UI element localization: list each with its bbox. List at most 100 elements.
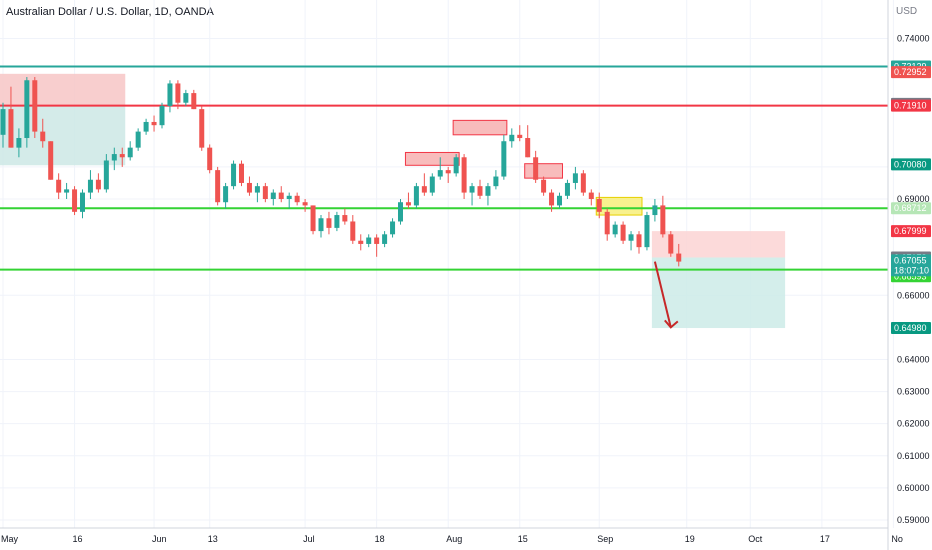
candle-body [644, 215, 650, 248]
candle-body [469, 186, 475, 193]
candle-body [461, 157, 467, 193]
candle-body [278, 192, 284, 200]
y-tick-label: 0.60000 [897, 483, 930, 493]
candle-body [286, 195, 292, 200]
candle-body [111, 154, 117, 161]
candle-body [239, 163, 244, 183]
x-tick-label: 17 [820, 534, 830, 544]
candle-body [366, 237, 372, 244]
x-tick-label: Oct [748, 534, 763, 544]
current-price-label: 0.67055 [894, 255, 927, 265]
candle-body [652, 205, 658, 216]
price-badge: 0.64980 [894, 323, 927, 333]
x-tick-label: 16 [73, 534, 83, 544]
candle-body [628, 234, 634, 241]
candle-body [254, 186, 260, 193]
annotation-zone [452, 119, 508, 136]
price-badge: 0.70080 [894, 159, 927, 169]
candle-body [32, 80, 38, 132]
x-tick-label: No [891, 534, 903, 544]
x-tick-label: Sep [597, 534, 613, 544]
candle-body [453, 157, 459, 174]
price-badge-bg [891, 99, 931, 112]
candle-body [541, 179, 547, 193]
candle-body [620, 224, 626, 241]
candle-body [358, 240, 364, 244]
annotation-zone [524, 163, 564, 179]
candle-body [183, 93, 189, 103]
candle-body [24, 80, 30, 139]
candle-body [557, 195, 562, 206]
horizontal-lines [0, 65, 888, 271]
annotation-zone [651, 257, 786, 329]
candle-body [159, 105, 165, 126]
candle-body [48, 141, 54, 180]
candle-body [215, 170, 221, 203]
y-tick-label: 0.62000 [897, 419, 930, 429]
price-badge: 0.72952 [894, 67, 927, 77]
candle-body [660, 205, 666, 235]
candle-body [398, 202, 403, 222]
price-badge-bg [891, 158, 931, 171]
x-tick-label: Jul [303, 534, 315, 544]
x-tick-label: 18 [375, 534, 385, 544]
price-badge: 0.67999 [894, 226, 927, 236]
candle-body [318, 218, 324, 232]
candle-body [405, 202, 411, 206]
candle-body [80, 192, 85, 212]
x-tick-label: 13 [208, 534, 218, 544]
y-tick-label: 0.74000 [897, 34, 930, 44]
candle-body [429, 176, 435, 193]
candle-body [477, 186, 483, 196]
candles [0, 77, 682, 267]
price-badge-bg [891, 66, 931, 79]
candle-body [612, 224, 618, 235]
candle-body [564, 182, 570, 196]
x-tick-label: May [1, 534, 19, 544]
candle-body [87, 179, 93, 193]
candle-body [493, 176, 499, 187]
y-tick-label: 0.69000 [897, 194, 930, 204]
x-tick-label: Jun [152, 534, 167, 544]
candle-body [374, 237, 380, 244]
candle-body [636, 234, 642, 248]
candle-body [56, 179, 62, 193]
candle-body [413, 186, 419, 206]
arrow-head [664, 319, 679, 329]
candle-body [302, 202, 308, 206]
annotation-zone [651, 231, 786, 258]
candle-body [0, 109, 6, 135]
candle-body [421, 186, 427, 193]
candle-body [246, 182, 252, 193]
candle-body [588, 192, 594, 200]
candle-body [199, 109, 205, 148]
annotation-zone [0, 73, 126, 106]
x-tick-label: 15 [518, 534, 528, 544]
candle-body [572, 173, 578, 183]
candle-body [119, 154, 125, 158]
candle-body [509, 134, 515, 142]
candle-body [207, 147, 213, 171]
candle-body [310, 205, 316, 232]
candle-body [231, 163, 237, 187]
candle-body [95, 179, 101, 190]
annotation-zones [0, 73, 786, 329]
y-tick-label: 0.66000 [897, 290, 930, 300]
y-tick-label: 0.59000 [897, 515, 930, 525]
candle-body [342, 215, 348, 222]
candle-body [8, 109, 14, 148]
candle-body [326, 218, 332, 228]
candle-body [270, 192, 276, 200]
candle-body [294, 195, 300, 203]
candle-body [350, 221, 356, 241]
price-badge-bg [891, 225, 931, 238]
candle-body [604, 211, 610, 235]
candle-body [445, 170, 451, 174]
candle-body [175, 83, 181, 103]
candle-body [72, 189, 78, 212]
candle-body [485, 186, 491, 196]
price-badge: 0.71910 [894, 101, 927, 111]
candle-body [549, 192, 555, 206]
